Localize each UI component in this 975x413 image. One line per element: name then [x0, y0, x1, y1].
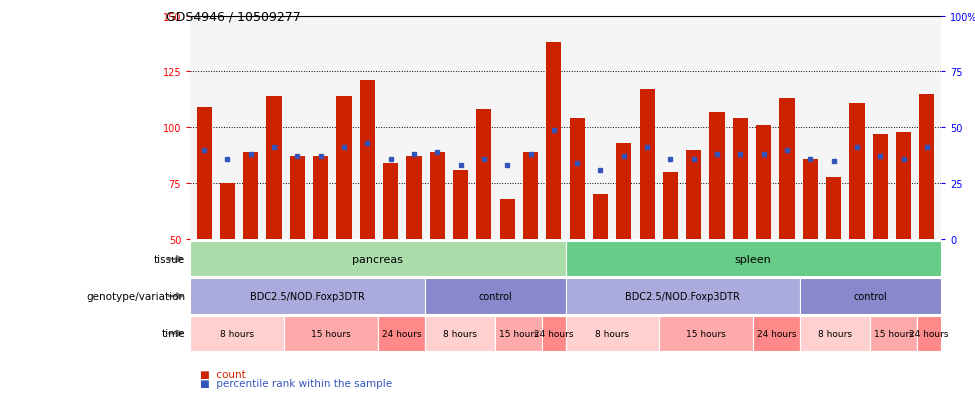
Bar [499, 199, 515, 240]
Text: spleen: spleen [735, 254, 771, 264]
Bar [243, 152, 258, 240]
Text: 24 hours: 24 hours [534, 329, 573, 338]
Text: 15 hours: 15 hours [498, 329, 538, 338]
Text: 24 hours: 24 hours [910, 329, 949, 338]
Text: ■  percentile rank within the sample: ■ percentile rank within the sample [200, 378, 392, 388]
Text: ■  count: ■ count [200, 369, 246, 379]
Bar [383, 164, 398, 240]
Bar [360, 81, 375, 240]
Bar [453, 171, 468, 240]
Bar [826, 177, 841, 240]
Bar [779, 99, 795, 240]
Text: genotype/variation: genotype/variation [86, 291, 185, 301]
Bar [686, 150, 701, 240]
Text: control: control [479, 291, 512, 301]
Bar [569, 119, 585, 240]
Bar [873, 135, 888, 240]
Bar [336, 97, 352, 240]
Text: 15 hours: 15 hours [686, 329, 726, 338]
Bar [523, 152, 538, 240]
Bar [430, 152, 445, 240]
Bar [919, 95, 934, 240]
Bar [593, 195, 608, 240]
Text: pancreas: pancreas [352, 254, 404, 264]
Text: 8 hours: 8 hours [220, 329, 254, 338]
Text: GDS4946 / 10509277: GDS4946 / 10509277 [166, 10, 300, 23]
Bar [197, 108, 212, 240]
Bar [849, 104, 865, 240]
Bar [756, 126, 771, 240]
Text: 15 hours: 15 hours [311, 329, 351, 338]
Text: 24 hours: 24 hours [757, 329, 797, 338]
Bar [219, 184, 235, 240]
Bar [710, 112, 724, 240]
Text: 24 hours: 24 hours [381, 329, 421, 338]
Bar [616, 144, 632, 240]
Text: BDC2.5/NOD.Foxp3DTR: BDC2.5/NOD.Foxp3DTR [250, 291, 365, 301]
Bar [802, 159, 818, 240]
Bar [546, 43, 562, 240]
Bar [313, 157, 329, 240]
Bar [733, 119, 748, 240]
Bar [663, 173, 678, 240]
Text: 8 hours: 8 hours [818, 329, 852, 338]
Bar [407, 157, 421, 240]
Bar [896, 133, 912, 240]
Bar [477, 110, 491, 240]
Text: 15 hours: 15 hours [874, 329, 914, 338]
Text: tissue: tissue [154, 254, 185, 264]
Text: control: control [854, 291, 887, 301]
Bar [640, 90, 654, 240]
Text: time: time [162, 328, 185, 339]
Text: 8 hours: 8 hours [596, 329, 630, 338]
Bar [266, 97, 282, 240]
Text: BDC2.5/NOD.Foxp3DTR: BDC2.5/NOD.Foxp3DTR [625, 291, 740, 301]
Bar [290, 157, 305, 240]
Text: 8 hours: 8 hours [443, 329, 477, 338]
